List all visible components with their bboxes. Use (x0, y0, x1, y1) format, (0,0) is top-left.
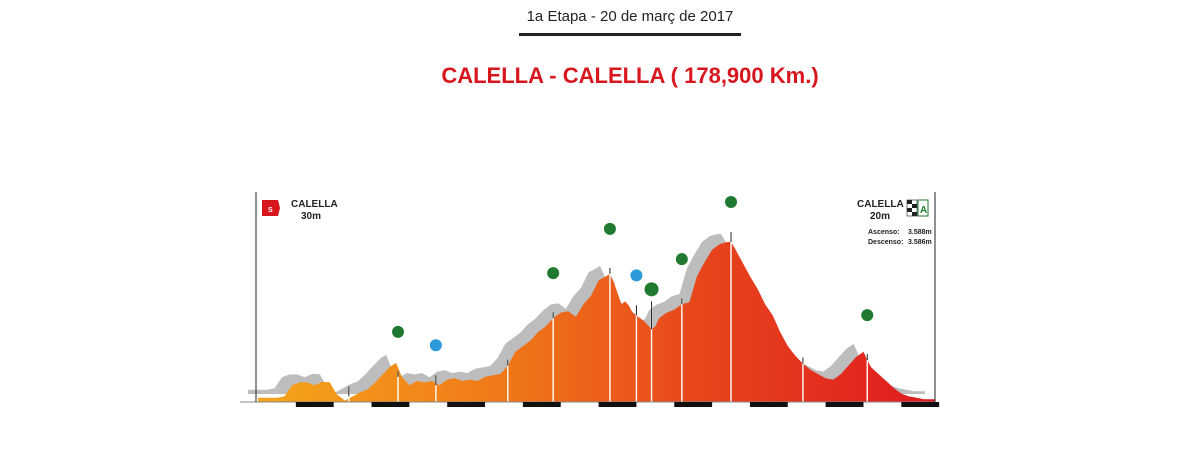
start-alt: 30m (301, 211, 321, 222)
svg-text:S: S (268, 207, 273, 214)
sprint-icon (429, 339, 442, 352)
start-flag-icon: S (262, 200, 280, 216)
finish-flag-icon: A (906, 199, 929, 217)
finish-alt: 20m (870, 211, 890, 222)
km-scale-bar (447, 402, 486, 407)
climb-category-icon (547, 267, 560, 280)
start-name: CALELLA (291, 199, 338, 210)
km-scale-bar (825, 402, 864, 407)
km-scale-bar (749, 402, 788, 407)
climb-category-icon (392, 325, 405, 338)
descent-value: 3.586m (908, 239, 932, 246)
climb-category-icon (675, 253, 688, 266)
ascent-value: 3.588m (908, 229, 932, 236)
km-scale-bar (371, 402, 410, 407)
finish-name: CALELLA (857, 199, 904, 210)
km-scale-bar (295, 402, 334, 407)
climb-category-icon (861, 309, 874, 322)
title-underline (519, 33, 741, 36)
svg-text:A: A (920, 205, 927, 216)
km-scale-bar (522, 402, 561, 407)
feed-zone-icon (644, 282, 659, 297)
profile-area (258, 242, 935, 402)
sprint-icon (630, 269, 643, 282)
route-title: CALELLA - CALELLA ( 178,900 Km.) (441, 63, 819, 88)
km-scale-bar (901, 402, 940, 407)
stage-title: 1a Etapa - 20 de març de 2017 (526, 8, 734, 25)
climb-category-icon (725, 196, 738, 208)
km-scale-bar (598, 402, 637, 407)
climb-category-icon (603, 222, 616, 235)
ascent-label: Ascenso: (868, 229, 900, 236)
km-scale-bar (674, 402, 713, 407)
descent-label: Descenso: (868, 239, 903, 246)
